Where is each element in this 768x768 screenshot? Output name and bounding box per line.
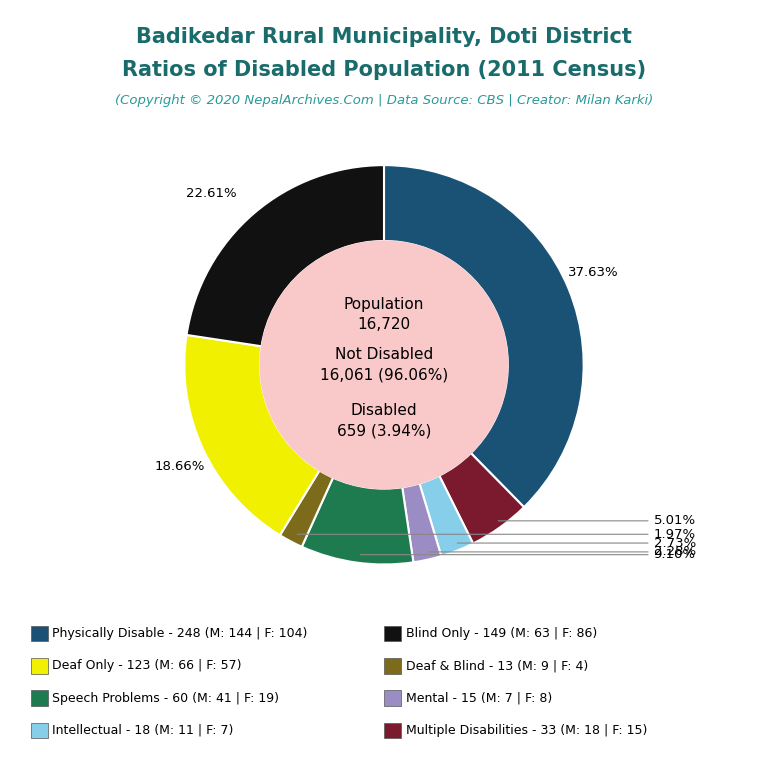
Text: Not Disabled
16,061 (96.06%): Not Disabled 16,061 (96.06%) — [320, 347, 448, 382]
Text: Intellectual - 18 (M: 11 | F: 7): Intellectual - 18 (M: 11 | F: 7) — [52, 724, 233, 737]
Text: Blind Only - 149 (M: 63 | F: 86): Blind Only - 149 (M: 63 | F: 86) — [406, 627, 597, 640]
Wedge shape — [402, 483, 442, 562]
Wedge shape — [187, 165, 384, 346]
Text: 18.66%: 18.66% — [154, 460, 205, 473]
Circle shape — [260, 241, 508, 488]
Text: 2.73%: 2.73% — [457, 537, 696, 550]
Text: 1.97%: 1.97% — [297, 528, 696, 541]
Text: Physically Disable - 248 (M: 144 | F: 104): Physically Disable - 248 (M: 144 | F: 10… — [52, 627, 308, 640]
Text: Deaf & Blind - 13 (M: 9 | F: 4): Deaf & Blind - 13 (M: 9 | F: 4) — [406, 660, 588, 672]
Text: (Copyright © 2020 NepalArchives.Com | Data Source: CBS | Creator: Milan Karki): (Copyright © 2020 NepalArchives.Com | Da… — [115, 94, 653, 107]
Text: Ratios of Disabled Population (2011 Census): Ratios of Disabled Population (2011 Cens… — [122, 60, 646, 80]
Text: Multiple Disabilities - 33 (M: 18 | F: 15): Multiple Disabilities - 33 (M: 18 | F: 1… — [406, 724, 647, 737]
Text: Mental - 15 (M: 7 | F: 8): Mental - 15 (M: 7 | F: 8) — [406, 692, 551, 704]
Text: 37.63%: 37.63% — [568, 266, 618, 280]
Wedge shape — [302, 478, 413, 564]
Text: Disabled
659 (3.94%): Disabled 659 (3.94%) — [337, 403, 431, 438]
Text: 5.01%: 5.01% — [498, 515, 696, 528]
Wedge shape — [419, 475, 473, 556]
Wedge shape — [184, 335, 319, 535]
Wedge shape — [280, 471, 333, 547]
Text: Speech Problems - 60 (M: 41 | F: 19): Speech Problems - 60 (M: 41 | F: 19) — [52, 692, 280, 704]
Text: Badikedar Rural Municipality, Doti District: Badikedar Rural Municipality, Doti Distr… — [136, 27, 632, 47]
Text: 22.61%: 22.61% — [187, 187, 237, 200]
Wedge shape — [439, 453, 524, 544]
Wedge shape — [384, 165, 584, 507]
Text: Deaf Only - 123 (M: 66 | F: 57): Deaf Only - 123 (M: 66 | F: 57) — [52, 660, 242, 672]
Text: 9.10%: 9.10% — [360, 548, 696, 561]
Text: 2.28%: 2.28% — [429, 545, 696, 558]
Text: Population
16,720: Population 16,720 — [344, 297, 424, 333]
